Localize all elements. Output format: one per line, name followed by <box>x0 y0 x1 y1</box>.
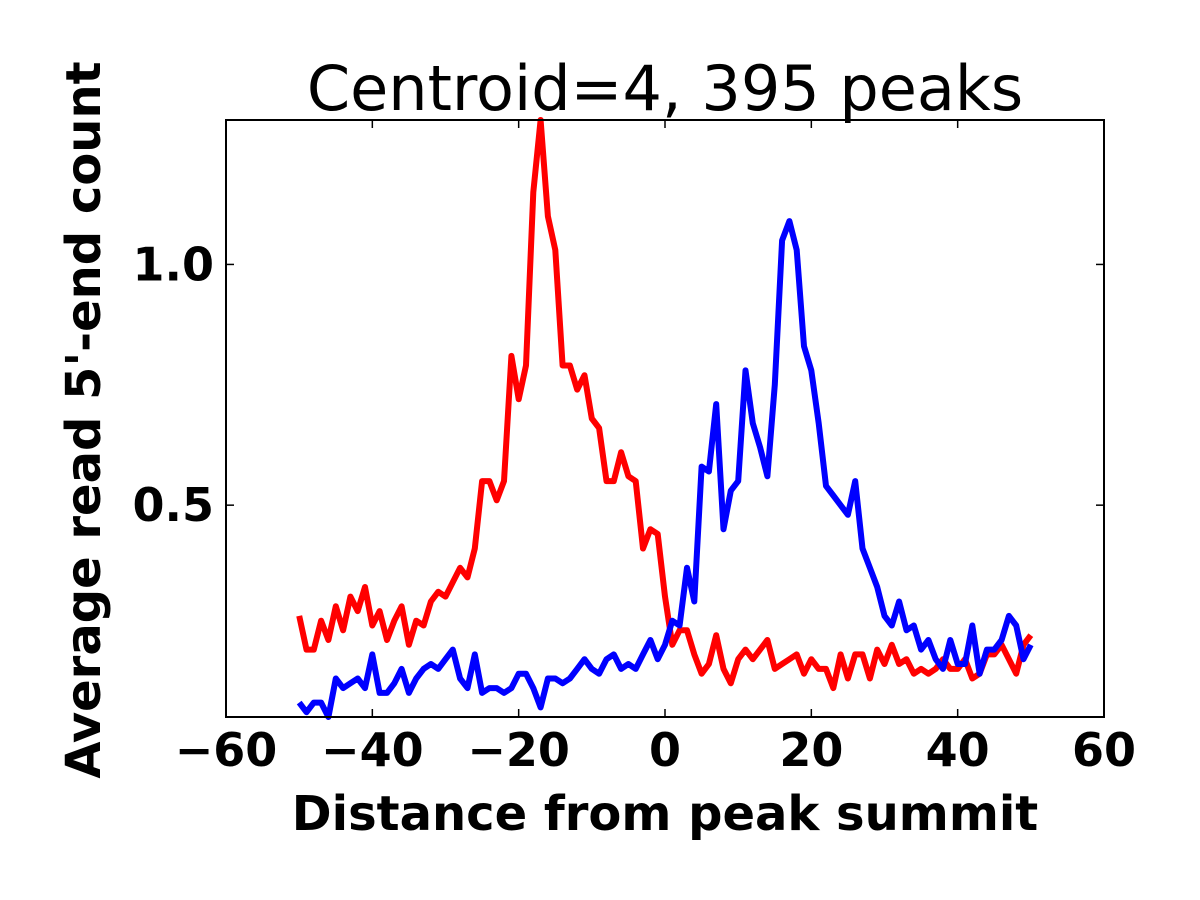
y-axis-label: Average read 5'-end count <box>56 61 112 778</box>
series-line-red <box>296 117 1034 692</box>
x-tick-label: −60 <box>175 723 278 777</box>
ticks-layer: −60 −40 −20 0 20 40 60 0.5 1.0 <box>133 120 1136 777</box>
x-tick-label: 0 <box>649 723 681 777</box>
series-line-blue <box>296 218 1034 720</box>
x-tick-label: 60 <box>1072 723 1136 777</box>
y-tick-label: 0.5 <box>133 478 215 532</box>
x-tick-label: −40 <box>321 723 424 777</box>
x-tick-label: 20 <box>779 723 843 777</box>
x-tick-label: 40 <box>926 723 990 777</box>
x-tick-label: −20 <box>467 723 570 777</box>
y-tick-label: 1.0 <box>133 237 215 291</box>
chart-title: Centroid=4, 395 peaks <box>307 52 1023 125</box>
series-layer <box>296 117 1034 720</box>
x-axis-label: Distance from peak summit <box>292 786 1038 842</box>
